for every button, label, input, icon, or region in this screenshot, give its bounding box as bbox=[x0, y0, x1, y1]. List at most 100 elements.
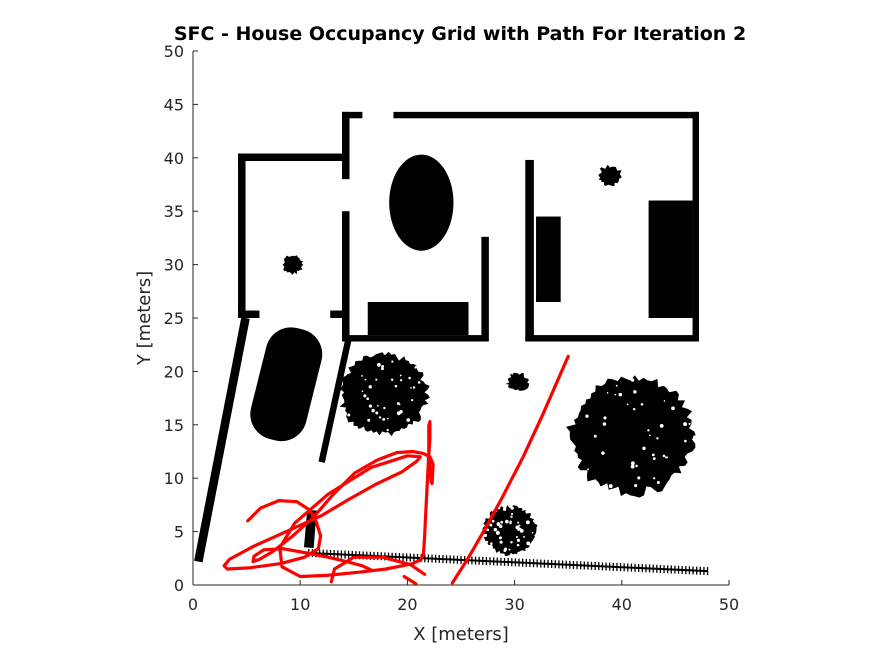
tree-right-gap bbox=[693, 435, 697, 439]
bush-left-gap bbox=[378, 416, 382, 419]
wall-inner-right bbox=[525, 159, 534, 342]
tree-right-gap bbox=[683, 422, 687, 426]
obstacle-layer bbox=[194, 111, 709, 576]
bush-left-gap bbox=[410, 386, 412, 389]
wall-left-upper bbox=[342, 111, 350, 180]
y-tick-label: 30 bbox=[164, 256, 184, 275]
car bbox=[250, 327, 323, 442]
path-layer bbox=[222, 354, 570, 586]
tree-right-gap bbox=[656, 481, 660, 484]
bush-left-gap bbox=[376, 404, 379, 407]
tree-right-gap bbox=[651, 453, 655, 457]
bush-small-gap bbox=[493, 527, 498, 532]
bush-small-gap bbox=[531, 531, 534, 534]
chart-title: SFC - House Occupancy Grid with Path For… bbox=[174, 23, 746, 45]
bush-left-gap bbox=[375, 411, 379, 415]
bush-left-gap bbox=[368, 385, 372, 389]
bush-left-gap bbox=[375, 378, 378, 381]
y-tick-label: 35 bbox=[164, 202, 184, 221]
y-tick-label: 45 bbox=[164, 95, 184, 114]
wall-left-room-top bbox=[238, 153, 343, 162]
bush-small-gap bbox=[525, 520, 530, 525]
bush-small-gap bbox=[526, 541, 531, 546]
bush-small-gap bbox=[518, 524, 521, 527]
bush-left bbox=[339, 351, 430, 437]
fence-left bbox=[194, 317, 250, 563]
wall-left-lower bbox=[342, 211, 350, 342]
tree-right-gap bbox=[634, 484, 638, 488]
bush-left-gap bbox=[367, 418, 371, 422]
tree-right-gap bbox=[630, 461, 635, 466]
tree-right-gap bbox=[608, 484, 613, 489]
bush-small-gap bbox=[486, 528, 490, 532]
bush-left-gap bbox=[412, 386, 416, 389]
wall-middle-divider bbox=[481, 236, 489, 342]
tree-right-gap bbox=[593, 434, 597, 438]
tree-right-gap bbox=[630, 464, 635, 469]
bush-left-gap bbox=[387, 417, 389, 420]
bush-left-gap bbox=[396, 411, 401, 416]
tree-right-gap bbox=[653, 477, 656, 480]
y-tick-label: 25 bbox=[164, 309, 184, 328]
path bbox=[402, 574, 418, 586]
bush-small-gap bbox=[510, 515, 513, 518]
tree-right-gap bbox=[688, 422, 691, 425]
bush-small-gap bbox=[516, 543, 520, 547]
bush-left-gap bbox=[414, 366, 417, 369]
bush-small-gap bbox=[519, 527, 522, 530]
tree-right-gap bbox=[659, 423, 664, 428]
tree-right-gap bbox=[642, 446, 646, 450]
bush-small-gap bbox=[498, 507, 501, 510]
plant-center-body bbox=[505, 372, 530, 391]
bush-small-gap bbox=[495, 530, 500, 535]
bush-small-gap bbox=[498, 524, 503, 529]
y-axis-label: Y [meters] bbox=[134, 271, 155, 366]
plot-area: 0 10 20 30 40 50 0 5 10 15 20 25 30 35 40 45 50 bbox=[164, 42, 740, 614]
wall-bottom-middle bbox=[343, 335, 488, 342]
x-tick-label: 20 bbox=[397, 595, 417, 614]
bush-small-gap bbox=[502, 507, 507, 511]
bush-small-gap bbox=[516, 538, 521, 542]
bush-small-gap bbox=[500, 520, 504, 524]
bush-left-gap bbox=[406, 418, 411, 422]
bush-left-gap bbox=[361, 390, 364, 392]
bush-small-gap bbox=[523, 535, 526, 538]
bush-small-gap bbox=[508, 548, 511, 551]
bush-left-gap bbox=[361, 374, 363, 377]
tree-right-gap bbox=[585, 414, 589, 418]
bush-left-gap bbox=[411, 398, 414, 402]
bush-small-gap bbox=[504, 547, 508, 551]
bush-small-gap bbox=[505, 519, 509, 524]
bush-left-gap bbox=[363, 394, 367, 398]
bush-small-gap bbox=[515, 536, 518, 539]
y-tick-label: 15 bbox=[164, 416, 184, 435]
bush-small-gap bbox=[499, 540, 503, 544]
tree-right-gap bbox=[635, 464, 638, 468]
y-tick-label: 20 bbox=[164, 362, 184, 381]
bush-left-gap bbox=[366, 397, 370, 401]
tree-right-gap bbox=[647, 429, 650, 432]
tree-right-gap bbox=[633, 390, 637, 394]
bush-left-body bbox=[339, 351, 430, 437]
y-tick-label: 50 bbox=[164, 42, 184, 61]
wall-outer-top-left bbox=[342, 111, 363, 119]
path bbox=[329, 555, 427, 584]
bush-left-gap bbox=[408, 376, 411, 380]
tree-right-gap bbox=[618, 392, 623, 397]
tree-right-gap bbox=[663, 400, 666, 402]
tree-right-body bbox=[566, 375, 696, 498]
wall-outer-top-right bbox=[393, 111, 699, 119]
plant-left-room-body bbox=[282, 255, 304, 275]
tree-right-gap bbox=[614, 393, 617, 396]
bush-left-gap bbox=[357, 428, 361, 433]
x-axis-label: X [meters] bbox=[413, 624, 509, 645]
bush-small bbox=[482, 505, 538, 557]
path bbox=[222, 420, 435, 579]
tree-right-gap bbox=[630, 378, 635, 382]
bush-small-gap bbox=[497, 530, 499, 533]
bush-left-gap bbox=[383, 352, 387, 355]
bush-small-gap bbox=[498, 536, 502, 540]
tree-right-gap bbox=[606, 392, 609, 394]
tree-right bbox=[566, 373, 697, 498]
fence-right bbox=[318, 338, 352, 463]
